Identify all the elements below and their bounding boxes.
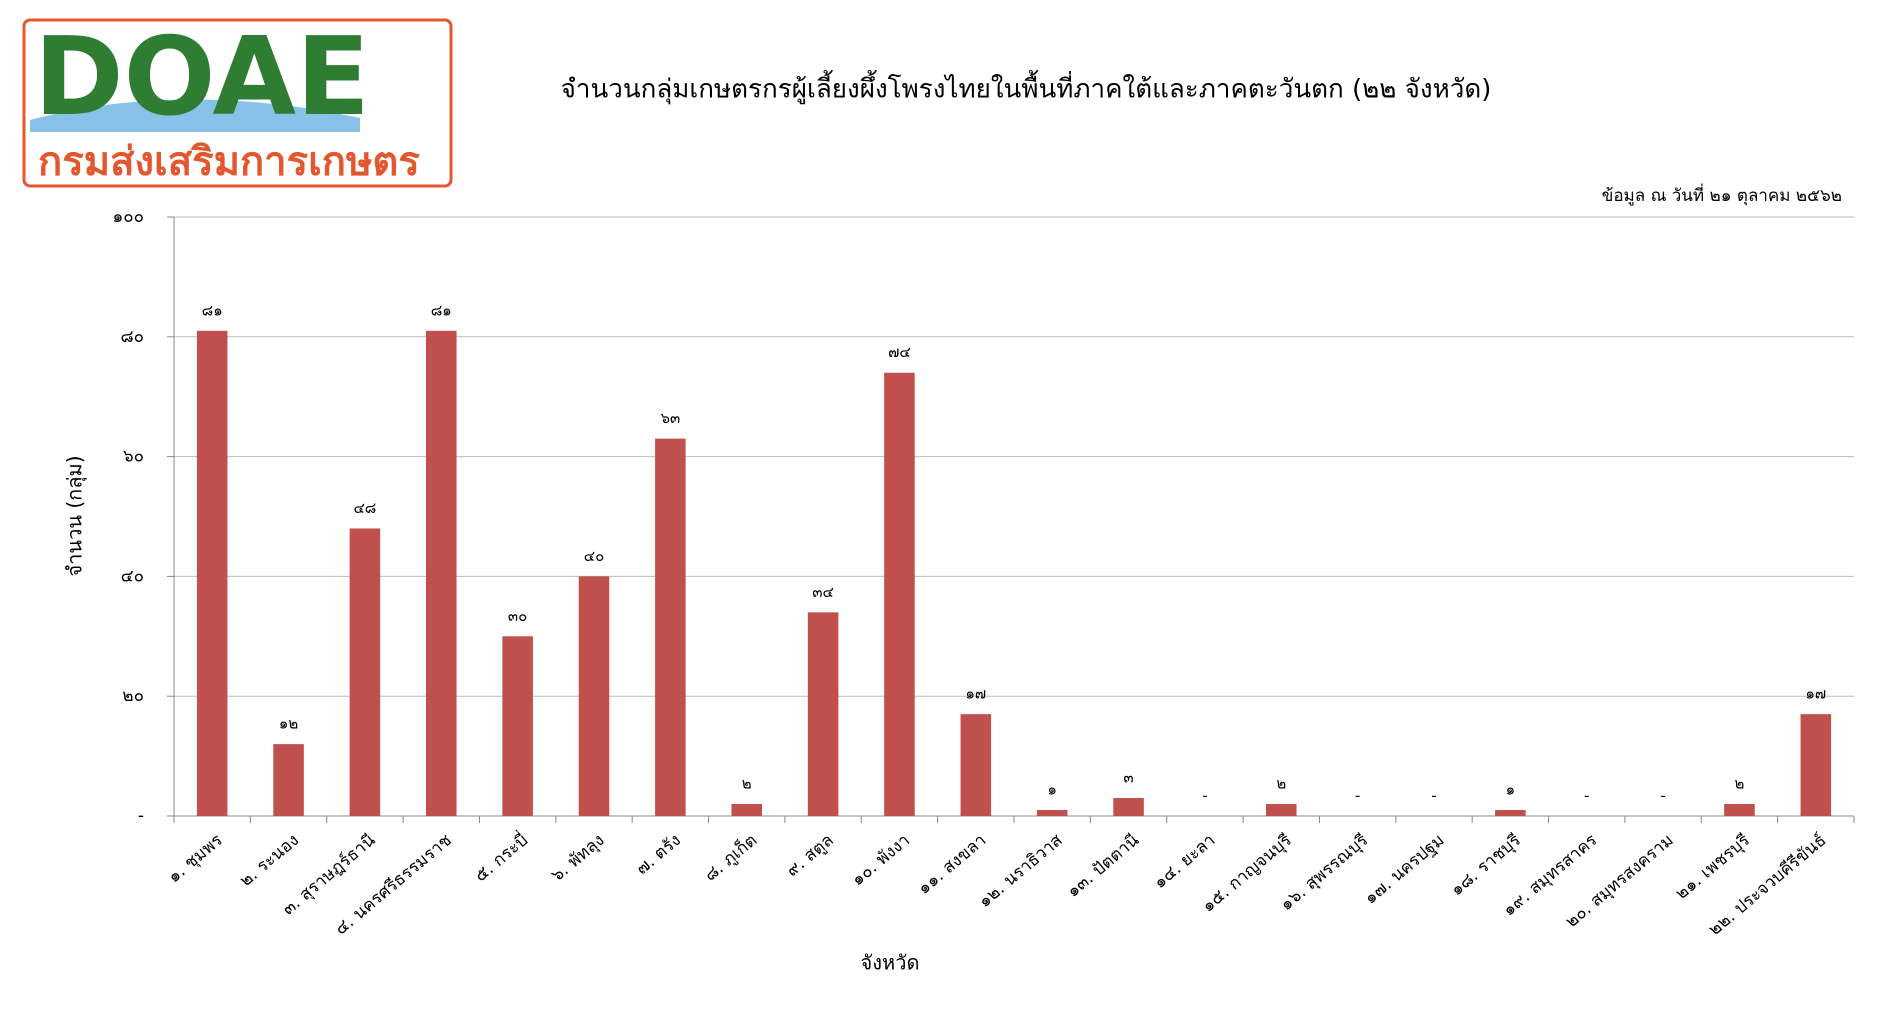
y-tick-label: ๑๐๐ [112, 207, 144, 227]
value-label: ๒ [1735, 775, 1745, 793]
value-label: ๑๗ [965, 685, 986, 703]
bar [1800, 714, 1832, 816]
bar [960, 714, 992, 816]
bar [426, 330, 457, 816]
x-tick-label: ๗. ตรัง [632, 830, 685, 879]
bar [349, 528, 381, 816]
value-label: ๗๔ [888, 343, 911, 361]
x-tick-label: ๘. ภูเก็ต [699, 829, 761, 886]
logo-wave [30, 99, 360, 132]
value-label: ๘๑ [202, 301, 223, 319]
value-label: ๓๔ [812, 583, 834, 601]
value-label: - [1202, 787, 1207, 805]
logo-subtitle: กรมส่งเสริมการเกษตร [38, 139, 420, 185]
bar [273, 744, 304, 816]
y-tick-label: - [138, 806, 144, 826]
bar [1495, 810, 1526, 816]
bar [1036, 810, 1068, 816]
x-tick-label: ๖. พัทลุง [548, 830, 609, 886]
y-tick-label: ๒๐ [122, 686, 144, 706]
bar [1724, 804, 1755, 816]
x-tick-label: ๑๓. ปัตตานี [1063, 830, 1143, 902]
x-tick-label: ๑๐. พังงา [848, 830, 914, 890]
bar [196, 330, 228, 816]
x-tick-label: ๑๔. ยะลา [1150, 830, 1219, 893]
value-label: - [1355, 787, 1360, 805]
bar [731, 804, 762, 816]
logo: DOAE กรมส่งเสริมการเกษตร [22, 15, 453, 188]
bar [578, 576, 610, 816]
bar [1266, 804, 1297, 816]
bar [1113, 798, 1144, 816]
x-tick-label: ๑๗. นครปฐม [1361, 830, 1449, 908]
value-label: ๑ [1506, 781, 1516, 799]
value-label: ๑๗ [1805, 685, 1826, 703]
value-label: ๒ [742, 775, 752, 793]
value-label: ๓๐ [508, 607, 527, 625]
x-tick-label: ๙. สตูล [782, 830, 837, 881]
bar [502, 636, 533, 816]
value-label: ๑ [1047, 781, 1057, 799]
logo-text: DOAE [34, 15, 370, 140]
bar [807, 612, 839, 816]
x-tick-label: ๑๒. นราธิวาส [975, 830, 1067, 912]
value-label: ๖๓ [660, 409, 680, 427]
value-label: ๑๒ [279, 715, 298, 733]
x-tick-label: ๑. ชุมพร [164, 830, 226, 887]
value-label: - [1431, 787, 1436, 805]
y-tick-label: ๘๐ [121, 327, 145, 347]
x-tick-label: ๕. กระบี่ [469, 828, 532, 886]
y-tick-label: ๔๐ [121, 566, 144, 586]
y-axis-title: จำนวน (กลุ่ม) [63, 455, 88, 576]
bar [655, 438, 686, 816]
value-label: ๒ [1276, 775, 1286, 793]
y-tick-label: ๖๐ [123, 447, 144, 467]
x-axis-title: จังหวัด [861, 951, 920, 975]
x-tick-label: ๑๑. สงขลา [914, 830, 990, 898]
bar [884, 372, 915, 816]
value-label: ๘๑ [431, 301, 452, 319]
value-label: ๔๐ [584, 547, 605, 565]
value-label: - [1584, 787, 1589, 805]
value-label: ๓ [1123, 769, 1133, 787]
value-label: ๔๘ [353, 499, 376, 517]
x-tick-label: ๒. ระนอง [236, 830, 303, 891]
chart-title: จำนวนกลุ่มเกษตรกรผู้เลี้ยงผึ้งโพรงไทยในพ… [561, 70, 1492, 105]
value-label: - [1660, 787, 1665, 805]
x-tick-label: ๑๘. ราชบุรี [1447, 830, 1525, 900]
note: ข้อมูล ณ วันที่ ๒๑ ตุลาคม ๒๕๖๒ [1602, 183, 1842, 206]
